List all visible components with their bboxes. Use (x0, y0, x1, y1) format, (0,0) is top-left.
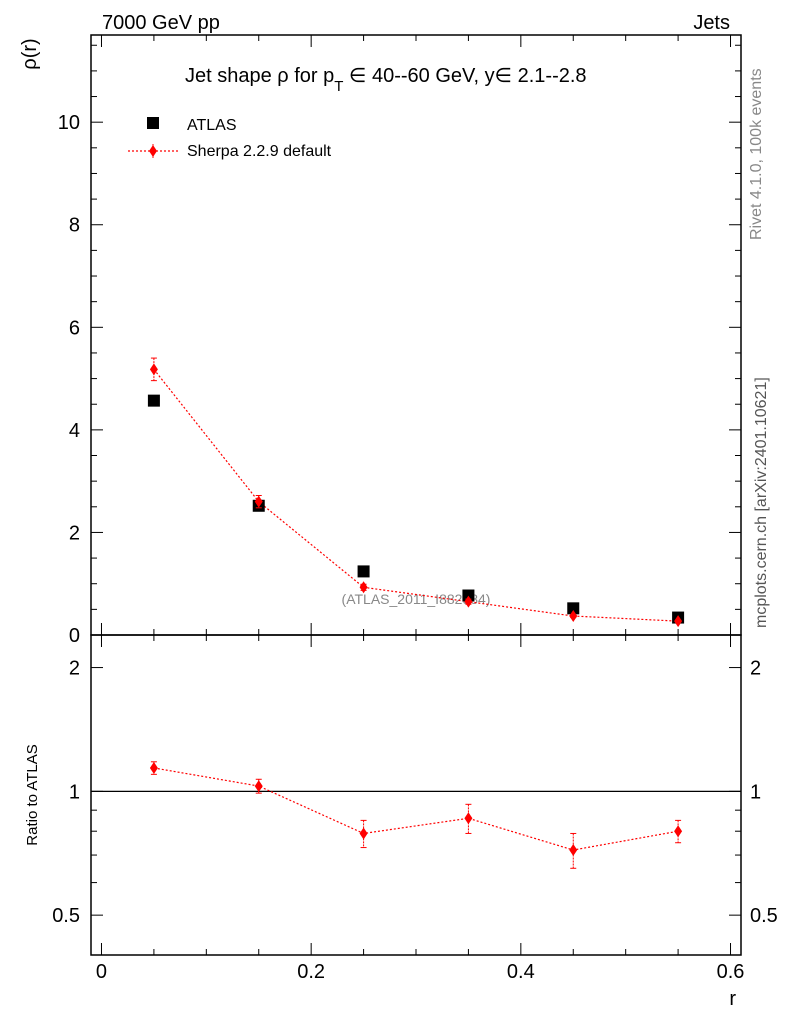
rivet-info: Rivet 4.1.0, 100k events (748, 68, 765, 240)
y-tick-label-ratio: 1 (69, 781, 80, 803)
process-label: Jets (693, 12, 730, 34)
ratio-point (674, 825, 683, 838)
atlas-point (567, 602, 580, 615)
axis-tick-labels: 0 0.2 0.4 0.6 0 2 4 6 8 10 0.5 0.5 1 1 2 2 (52, 112, 778, 983)
sherpa-line (153, 368, 679, 622)
sherpa-point (569, 610, 578, 623)
legend-sherpa-label: Sherpa 2.2.9 default (187, 143, 332, 160)
atlas-point (462, 589, 475, 602)
y-tick-label-ratio: 2 (69, 658, 80, 680)
y-tick-label-main: 10 (58, 112, 80, 134)
mcplots-credit: mcplots.cern.ch [arXiv:2401.10621] (753, 377, 770, 628)
y-tick-label-main: 6 (69, 317, 80, 339)
y-tick-label-main: 2 (69, 522, 80, 544)
y-tick-label-ratio-right: 0.5 (750, 905, 778, 927)
x-axis-label: r (729, 988, 736, 1010)
ratio-point (254, 780, 263, 793)
energy-label: 7000 GeV pp (102, 12, 220, 34)
legend-sherpa-marker (149, 145, 157, 157)
ratio-data-marks (149, 761, 683, 869)
ratio-point (359, 827, 368, 840)
sherpa-point (254, 495, 263, 508)
y-axis-label-main: ρ(r) (19, 38, 41, 69)
ratio-point (569, 844, 578, 857)
x-tick-label: 0.4 (507, 961, 535, 983)
ratio-point (149, 761, 158, 774)
x-tick-label: 0.6 (717, 961, 745, 983)
y-axis-label-ratio: Ratio to ATLAS (24, 744, 41, 845)
legend-atlas-label: ATLAS (187, 117, 237, 134)
atlas-point (357, 565, 370, 578)
legend-atlas-marker (147, 117, 159, 129)
chart-title: Jet shape ρ for pT ∈ 40--60 GeV, y∈ 2.1-… (185, 65, 587, 95)
y-tick-label-main: 0 (69, 625, 80, 647)
y-tick-label-main: 8 (69, 215, 80, 237)
sherpa-point (359, 581, 368, 594)
y-tick-label-ratio: 0.5 (52, 905, 80, 927)
sherpa-point (149, 363, 158, 376)
ratio-line (153, 767, 679, 851)
x-tick-label: 0.2 (297, 961, 325, 983)
main-data-marks (147, 357, 685, 628)
ratio-point (464, 812, 473, 825)
sherpa-point (674, 615, 683, 628)
x-tick-label: 0 (96, 961, 107, 983)
ratio-plot-frame (90, 634, 742, 956)
y-tick-label-ratio-right: 1 (750, 781, 761, 803)
y-tick-label-ratio-right: 2 (750, 658, 761, 680)
axis-ticks (91, 35, 741, 956)
atlas-point (147, 394, 160, 407)
y-tick-label-main: 4 (69, 420, 80, 442)
analysis-label: (ATLAS_2011_I882984) (342, 591, 491, 607)
sherpa-point (464, 595, 473, 608)
